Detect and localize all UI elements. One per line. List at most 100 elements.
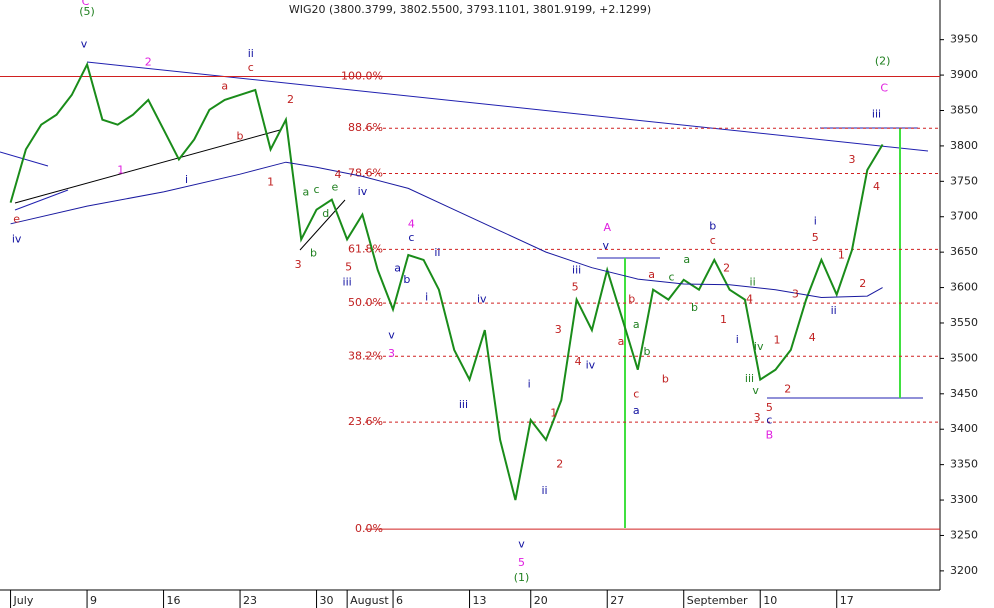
wave-label: iii <box>343 276 352 289</box>
wave-label: 4 <box>873 180 880 193</box>
fib-label: 88.6% <box>348 121 383 134</box>
y-tick-label: 3850 <box>950 103 978 116</box>
y-tick-label: 3900 <box>950 68 978 81</box>
y-tick-label: 3300 <box>950 493 978 506</box>
wave-label: e <box>332 181 339 194</box>
wave-label: 4 <box>746 293 753 306</box>
wave-label: a <box>648 268 655 281</box>
wave-label: A <box>603 221 611 234</box>
wave-label: 1 <box>267 176 274 189</box>
wave-label: 4 <box>334 168 341 181</box>
wave-label: b <box>662 373 669 386</box>
wave-label: 1 <box>550 407 557 420</box>
x-tick-label: 17 <box>840 594 854 607</box>
wave-label: d <box>322 207 329 220</box>
y-tick-label: 3200 <box>950 564 978 577</box>
y-tick-label: 3650 <box>950 245 978 258</box>
trend-line <box>14 129 281 204</box>
fib-label: 61.8% <box>348 242 383 255</box>
wave-label: b <box>691 301 698 314</box>
wave-label: iv <box>586 358 596 371</box>
wave-label: c <box>248 61 254 74</box>
wave-label: (1) <box>514 571 530 584</box>
x-tick-label: 30 <box>320 594 334 607</box>
wave-label: v <box>518 538 525 551</box>
wave-label: 4 <box>575 355 582 368</box>
wave-label: 2 <box>556 458 563 471</box>
fib-label: 100.0% <box>341 69 383 82</box>
wave-label: i <box>425 290 428 303</box>
wave-label: i <box>185 173 188 186</box>
wave-label: C <box>82 0 90 8</box>
wave-label: 3 <box>792 288 799 301</box>
wave-label: iv <box>477 293 487 306</box>
wave-label: v <box>388 329 395 342</box>
y-tick-label: 3400 <box>950 422 978 435</box>
wave-label: ii <box>434 246 440 259</box>
x-tick-label: 6 <box>396 594 403 607</box>
y-tick-label: 3950 <box>950 33 978 46</box>
wave-label: 2 <box>723 261 730 274</box>
wave-label: ii <box>831 304 837 317</box>
wave-label: c <box>314 183 320 196</box>
wave-label: i <box>528 378 531 391</box>
wave-label: iii <box>572 264 581 277</box>
wave-label: a <box>394 261 401 274</box>
x-tick-label: 13 <box>473 594 487 607</box>
x-tick-label: 9 <box>90 594 97 607</box>
wave-label: iii <box>459 398 468 411</box>
x-tick-label: 23 <box>243 594 257 607</box>
fib-label: 78.6% <box>348 167 383 180</box>
wave-label: b <box>237 130 244 143</box>
wave-label: c <box>710 234 716 247</box>
y-tick-label: 3550 <box>950 316 978 329</box>
x-tick-label: July <box>13 594 34 607</box>
wave-label: 3 <box>849 153 856 166</box>
x-tick-label: 27 <box>610 594 624 607</box>
wave-label: v <box>602 239 609 252</box>
x-tick-label: September <box>687 594 748 607</box>
moving-average <box>10 161 883 299</box>
wave-label: c <box>408 231 414 244</box>
wave-label: 1 <box>720 313 727 326</box>
wave-label: (5) <box>79 5 95 18</box>
wave-label: i <box>814 215 817 228</box>
wave-label: 5 <box>572 281 579 294</box>
y-tick-label: 3750 <box>950 174 978 187</box>
wave-label: 5 <box>812 231 819 244</box>
wave-label: e <box>13 213 20 226</box>
y-tick-label: 3250 <box>950 528 978 541</box>
wave-label: 5 <box>345 261 352 274</box>
wave-label: 2 <box>287 93 294 106</box>
wave-label: c <box>633 388 639 401</box>
wave-label: 3 <box>555 323 562 336</box>
chart-title: WIG20 (3800.3799, 3802.5500, 3793.1101, … <box>289 3 651 16</box>
wave-label: 1 <box>838 249 845 262</box>
wave-label: iii <box>745 372 754 385</box>
fib-label: 38.2% <box>348 349 383 362</box>
fib-label: 50.0% <box>348 296 383 309</box>
wave-label: 1 <box>774 334 781 347</box>
wave-label: 3 <box>754 411 761 424</box>
wave-label: ii <box>541 484 547 497</box>
price-line <box>9 61 884 501</box>
wave-label: a <box>633 404 640 417</box>
wave-label: c <box>668 271 674 284</box>
wave-label: a <box>302 186 309 199</box>
wave-label: a <box>683 253 690 266</box>
wave-label: 5 <box>766 401 773 414</box>
wave-label: (2) <box>875 55 891 68</box>
wave-label: 4 <box>408 218 415 231</box>
wave-label: 3 <box>388 347 395 360</box>
wave-label: b <box>628 293 635 306</box>
wave-label: 4 <box>809 331 816 344</box>
wave-label: 5 <box>518 556 525 569</box>
wave-label: b <box>403 273 410 286</box>
wave-label: b <box>644 345 651 358</box>
wave-label: a <box>221 79 228 92</box>
wave-label: ii <box>750 276 756 289</box>
y-tick-label: 3800 <box>950 139 978 152</box>
fib-label: 23.6% <box>348 415 383 428</box>
x-tick-label: 10 <box>763 594 777 607</box>
